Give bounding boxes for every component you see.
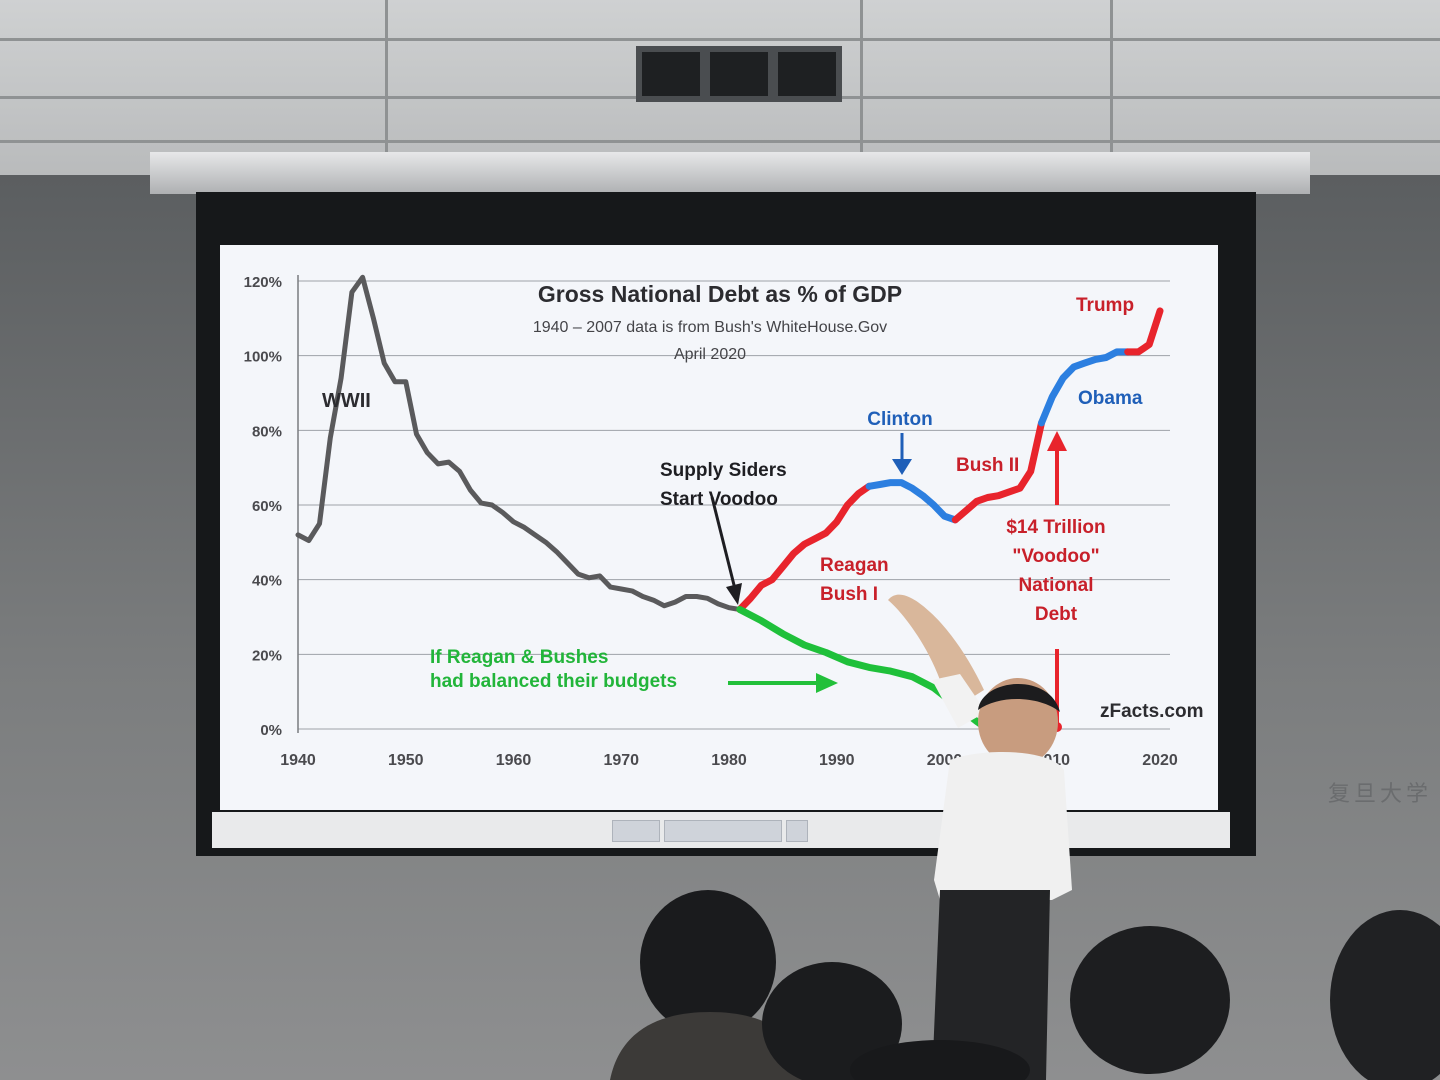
label-balanced-1: If Reagan & Bushes <box>430 647 608 668</box>
label-wwii: WWII <box>322 390 371 412</box>
voodoo-up-arrowhead <box>1047 431 1067 451</box>
supply-siders-arrow <box>710 496 738 594</box>
label-supply-siders: Supply Siders <box>660 460 787 481</box>
lecturer-arm <box>888 594 984 700</box>
x-tick-label: 1960 <box>496 752 532 769</box>
series-line-truman-era-0 <box>295 274 743 612</box>
debt-chart: 0% 20% 40% 60% 80% 100% 120% 1940 1950 1960 1970 1… <box>244 274 1204 769</box>
chart-title: Gross National Debt as % of GDP <box>538 281 902 307</box>
label-bush-i: Bush I <box>820 584 878 605</box>
label-source: zFacts.com <box>1100 701 1203 722</box>
y-tick-label: 40% <box>252 573 282 590</box>
ceiling <box>0 0 1440 175</box>
y-tick-label: 100% <box>244 349 282 366</box>
x-tick-label: 1940 <box>280 752 316 769</box>
label-voodoo-4: Debt <box>1035 604 1078 625</box>
lecturer-sleeve <box>932 674 986 728</box>
series-line-republican-3 <box>951 419 1045 524</box>
series-line-democrat-4 <box>1038 348 1132 427</box>
projector-screen-housing <box>150 152 1310 194</box>
ceiling-vent <box>636 46 842 102</box>
audience-head-1 <box>640 890 776 1034</box>
audience-head-3 <box>1070 926 1230 1074</box>
x-tick-label: 1990 <box>819 752 855 769</box>
lecturer-hair <box>978 683 1060 712</box>
series-line-republican-1 <box>736 482 873 613</box>
audience-head-4 <box>1330 910 1440 1080</box>
balanced-arrowhead <box>816 673 838 693</box>
y-tick-label: 120% <box>244 274 282 291</box>
y-tick-label: 0% <box>260 722 282 739</box>
label-reagan: Reagan <box>820 555 889 576</box>
audience-head-5 <box>850 1040 1030 1080</box>
chart-subtitle-1: 1940 – 2007 data is from Bush's WhiteHou… <box>533 319 887 336</box>
lecturer-shirt <box>934 751 1072 900</box>
y-axis-ticks: 0% 20% 40% 60% 80% 100% 120% <box>244 274 282 739</box>
x-tick-label: 2020 <box>1142 752 1178 769</box>
x-axis-ticks: 1940 1950 1960 1970 1980 1990 2000 2010 2020 <box>280 752 1178 769</box>
label-voodoo-2: "Voodoo" <box>1012 546 1099 567</box>
label-voodoo-1: $14 Trillion <box>1006 517 1105 538</box>
clinton-arrowhead <box>892 459 912 475</box>
series-line-republican-5 <box>1124 307 1164 356</box>
lecturer-trousers <box>932 890 1050 1080</box>
label-obama: Obama <box>1078 388 1143 409</box>
audience-body-1 <box>610 1012 810 1080</box>
label-clinton: Clinton <box>867 409 932 430</box>
series-line-democrat-2 <box>865 479 959 524</box>
y-tick-label: 80% <box>252 423 282 440</box>
label-start-voodoo: Start Voodoo <box>660 489 778 510</box>
y-tick-label: 20% <box>252 647 282 664</box>
label-balanced-2: had balanced their budgets <box>430 671 677 692</box>
label-voodoo-3: National <box>1019 575 1094 596</box>
wall-stamp: 复旦大学 <box>1328 782 1433 807</box>
audience-head-2 <box>762 962 902 1080</box>
x-tick-label: 1970 <box>603 752 639 769</box>
x-tick-label: 1950 <box>388 752 424 769</box>
y-tick-label: 60% <box>252 498 282 515</box>
chart-subtitle-2: April 2020 <box>674 346 746 363</box>
x-tick-label: 1980 <box>711 752 747 769</box>
supply-siders-arrowhead <box>726 583 742 605</box>
chart-series <box>295 274 1164 733</box>
label-trump: Trump <box>1076 295 1134 316</box>
label-bush-ii: Bush II <box>956 455 1019 476</box>
